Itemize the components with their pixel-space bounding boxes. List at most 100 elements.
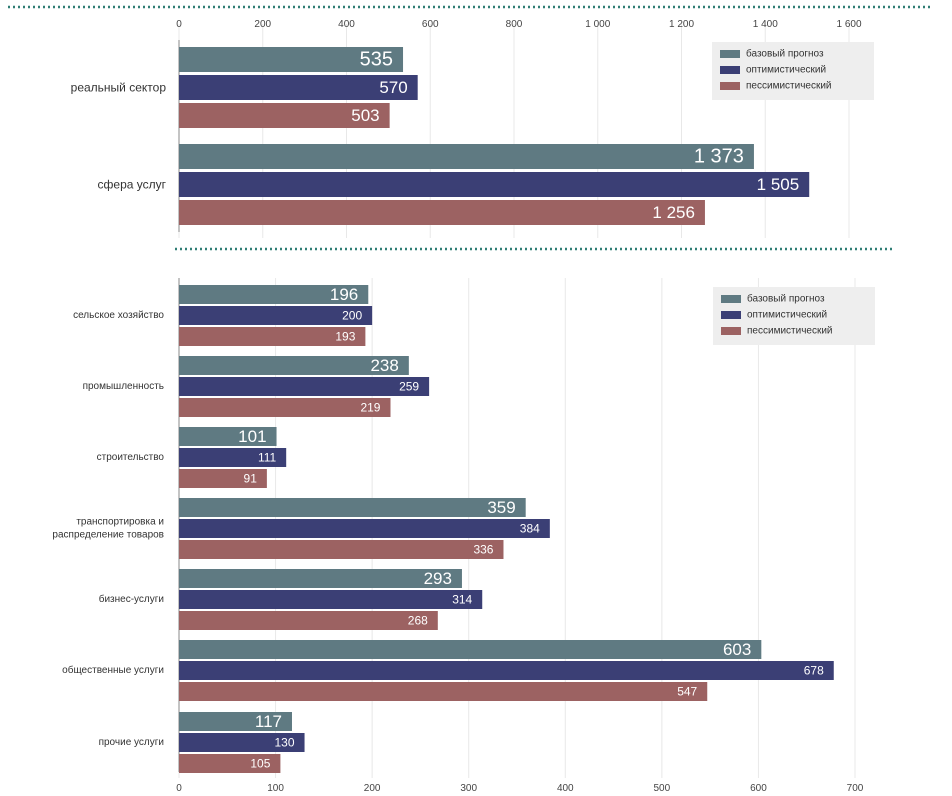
bar (179, 377, 430, 396)
bar (179, 611, 438, 630)
legend-swatch (721, 311, 741, 319)
bar (179, 519, 550, 538)
legend-swatch (721, 295, 741, 303)
data-label: 336 (473, 543, 493, 557)
chart-bottom-tick-labels: 0 100 200 300 400 500 600 700 (176, 783, 864, 794)
x-tick-label: 500 (654, 783, 671, 794)
data-label: 130 (275, 736, 295, 750)
data-label: 293 (424, 569, 452, 588)
data-label: 570 (379, 78, 407, 97)
data-label: 1 256 (652, 203, 695, 222)
category-label: бизнес-услуги (99, 593, 164, 605)
legend-label: базовый прогноз (747, 293, 825, 305)
x-tick-label: 200 (364, 783, 381, 794)
bar (179, 327, 366, 346)
legend-label: оптимистический (747, 310, 827, 321)
x-tick-label: 1 200 (669, 19, 694, 30)
bar (179, 398, 391, 417)
x-tick-label: 700 (847, 783, 864, 794)
bar (179, 540, 504, 559)
legend-swatch (720, 50, 740, 58)
data-label: 678 (804, 664, 824, 678)
x-tick-label: 200 (254, 19, 271, 30)
bar (179, 712, 292, 731)
x-tick-label: 1 600 (836, 19, 861, 30)
bar (179, 733, 305, 752)
bar (179, 427, 277, 446)
legend-swatch (720, 82, 740, 90)
legend-label: оптимистический (746, 65, 826, 76)
bar (179, 356, 409, 375)
data-label: 101 (238, 427, 266, 446)
chart-top-category-labels: реальный сектор сфера услуг (71, 81, 167, 192)
bar (179, 47, 404, 72)
category-label: промышленность (83, 381, 164, 392)
data-label: 1 373 (694, 146, 744, 168)
bar (179, 285, 369, 304)
data-label: 384 (520, 522, 540, 536)
data-label: 196 (330, 285, 358, 304)
data-label: 547 (677, 685, 697, 699)
bar (179, 469, 267, 488)
legend-swatch (721, 327, 741, 335)
data-label: 219 (360, 401, 380, 415)
x-tick-label: 1 400 (753, 19, 778, 30)
bar (179, 640, 762, 659)
x-tick-label: 0 (176, 783, 182, 794)
bar (179, 172, 810, 197)
chart-top-tick-labels: 0 200 400 600 800 1 000 1 200 1 400 1 600 (176, 19, 862, 30)
data-label: 117 (255, 712, 282, 731)
chart-top-legend: базовый прогноз оптимистический пессимисти… (712, 42, 874, 100)
data-label: 535 (360, 49, 393, 71)
data-label: 603 (723, 640, 751, 659)
data-label: 111 (258, 451, 277, 465)
data-label: 1 505 (757, 175, 800, 194)
x-tick-label: 600 (422, 19, 439, 30)
bar (179, 200, 705, 225)
data-label: 314 (452, 593, 472, 607)
chart-bottom-category-labels: сельское хозяйство промышленность строител… (52, 310, 164, 748)
x-tick-label: 400 (557, 783, 574, 794)
bar (179, 682, 708, 701)
data-label: 105 (250, 757, 270, 771)
legend-swatch (720, 66, 740, 74)
legend-label: базовый прогноз (746, 48, 824, 60)
x-tick-label: 0 (176, 19, 182, 30)
category-label: общественные услуги (62, 664, 164, 676)
bar (179, 144, 754, 169)
data-label: 359 (487, 498, 515, 517)
data-label: 503 (351, 106, 379, 125)
category-label: сфера услуг (98, 178, 167, 192)
bar (179, 75, 418, 100)
chart-bottom-legend: базовый прогноз оптимистический пессимисти… (713, 287, 875, 345)
category-label: реальный сектор (71, 81, 167, 95)
legend-label: пессимистический (746, 81, 832, 92)
data-label: 91 (244, 472, 258, 486)
category-label: транспортировка и (76, 517, 164, 528)
bar (179, 661, 834, 680)
bar (179, 306, 373, 325)
category-label: сельское хозяйство (73, 310, 164, 321)
x-tick-label: 400 (338, 19, 355, 30)
bar (179, 569, 462, 588)
data-label: 268 (408, 614, 428, 628)
bar (179, 754, 281, 773)
category-label: распределение товаров (52, 530, 164, 541)
bar (179, 103, 390, 128)
data-label: 193 (335, 330, 355, 344)
x-tick-label: 300 (460, 783, 477, 794)
x-tick-label: 800 (506, 19, 523, 30)
x-tick-label: 100 (267, 783, 284, 794)
x-tick-label: 600 (750, 783, 767, 794)
data-label: 200 (342, 309, 362, 323)
x-tick-label: 1 000 (585, 19, 610, 30)
data-label: 238 (370, 356, 398, 375)
category-label: прочие услуги (99, 737, 164, 748)
category-label: строительство (97, 452, 165, 463)
bar (179, 498, 526, 517)
